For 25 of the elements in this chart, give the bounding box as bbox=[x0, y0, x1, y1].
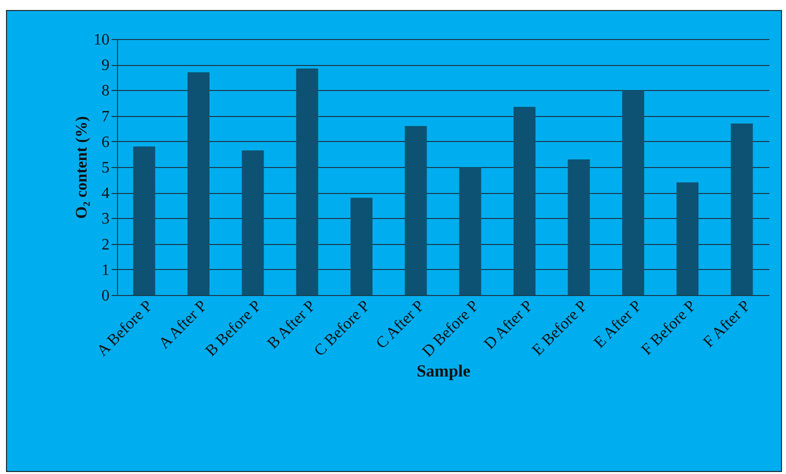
y-tick-label: 3 bbox=[102, 210, 110, 228]
bar bbox=[188, 72, 210, 295]
y-tick-label: 7 bbox=[102, 108, 110, 126]
bar bbox=[242, 150, 264, 295]
bar bbox=[404, 126, 427, 295]
bar bbox=[730, 123, 753, 295]
y-tick-label: 5 bbox=[102, 160, 110, 176]
bar bbox=[133, 146, 156, 295]
y-tick-label: 2 bbox=[102, 236, 110, 254]
bar bbox=[459, 167, 482, 295]
y-tick-label: 10 bbox=[94, 32, 110, 48]
y-tick-label: 1 bbox=[102, 262, 110, 279]
y-axis-title: O₂ content (%) bbox=[74, 116, 90, 219]
y-tick-label: 8 bbox=[102, 82, 110, 100]
y-tick-label: 0 bbox=[102, 288, 110, 304]
bar bbox=[514, 106, 536, 295]
bar bbox=[622, 90, 644, 295]
y-tick-label: 4 bbox=[102, 185, 110, 202]
y-tick-label: 9 bbox=[102, 57, 110, 74]
bar bbox=[296, 68, 318, 295]
bar bbox=[350, 198, 372, 295]
bar bbox=[568, 159, 590, 295]
y-tick-label: 6 bbox=[102, 134, 110, 151]
x-axis-title: Sample bbox=[416, 362, 471, 381]
bar bbox=[676, 182, 698, 295]
